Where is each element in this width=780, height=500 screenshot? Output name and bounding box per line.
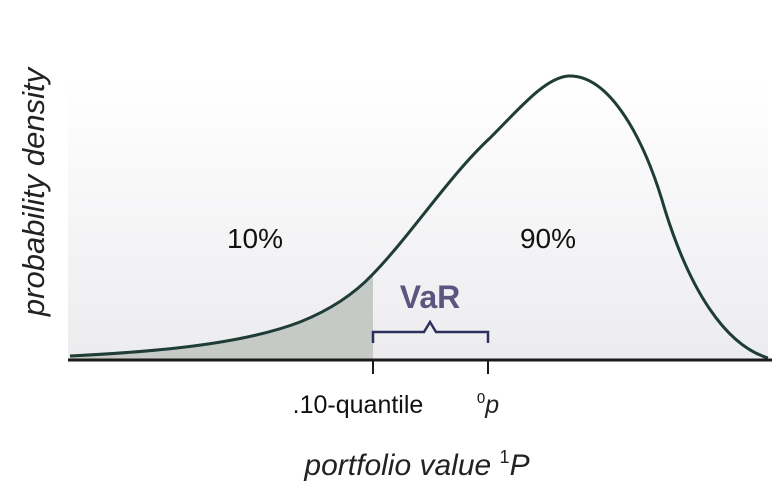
var-bracket xyxy=(371,319,490,343)
plot-background xyxy=(68,75,768,360)
lower-tail-area xyxy=(70,274,373,360)
left-area-label: 10% xyxy=(227,223,283,254)
density-curve xyxy=(69,74,769,360)
x-axis-label: portfolio value 1P xyxy=(303,447,529,482)
right-area-label: 90% xyxy=(520,223,576,254)
p0-superscript: 0 xyxy=(477,390,485,407)
y-axis-label: probability density xyxy=(16,65,51,317)
x-axis-label-text: portfolio value xyxy=(303,449,499,482)
var-label: VaR xyxy=(400,279,460,315)
quantile-label: .10-quantile xyxy=(293,391,424,419)
x-axis-label-superscript: 1 xyxy=(500,447,510,467)
p0-label: 0p xyxy=(477,390,499,419)
p0-variable: p xyxy=(484,391,499,419)
x-axis-label-variable: P xyxy=(510,449,530,482)
